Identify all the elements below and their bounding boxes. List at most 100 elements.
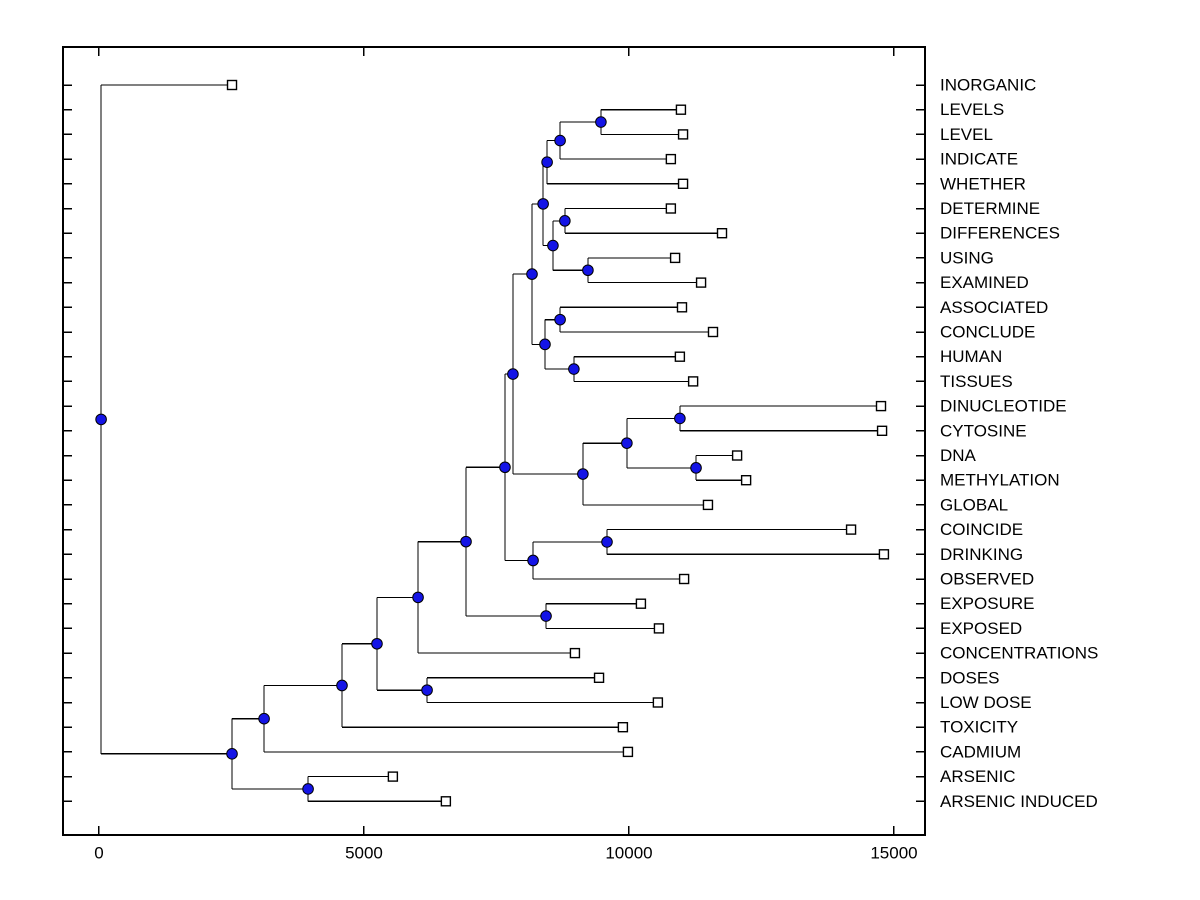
merge-node [601, 536, 613, 548]
leaf-label: USING [940, 248, 994, 267]
merge-node [568, 363, 580, 375]
merge-node [258, 712, 270, 725]
leaf-label: CONCENTRATIONS [940, 644, 1098, 663]
leaf-marker [707, 326, 719, 338]
merge-node [690, 462, 702, 474]
merge-nodes-group [95, 116, 702, 795]
leaf-marker [226, 79, 238, 91]
leaf-marker [635, 598, 647, 609]
leaf-label: WHETHER [940, 174, 1026, 193]
leaf-label: INDICATE [940, 150, 1018, 169]
leaf-marker [669, 252, 681, 264]
leaf-marker [716, 227, 728, 239]
leaf-marker [677, 129, 689, 140]
merge-node [577, 468, 589, 480]
axis-ticks-group [63, 47, 925, 835]
leaf-marker [875, 400, 887, 412]
leaf-label: GLOBAL [940, 495, 1008, 514]
leaf-label: CADMIUM [940, 742, 1021, 761]
leaf-label: COINCIDE [940, 520, 1023, 539]
leaf-label: LOW DOSE [940, 693, 1032, 712]
leaf-label: LEVEL [940, 125, 993, 144]
leaf-marker [687, 376, 699, 387]
x-tick-label: 0 [94, 844, 103, 863]
merge-node [554, 134, 566, 147]
merge-node [621, 437, 633, 449]
merge-node [421, 684, 433, 696]
leaf-marker [652, 697, 664, 708]
merge-node [302, 783, 314, 795]
leaf-label: OBSERVED [940, 570, 1034, 589]
merge-node [547, 239, 559, 252]
leaf-label: EXPOSURE [940, 594, 1034, 613]
leaf-label: EXAMINED [940, 273, 1029, 292]
leaf-label: INORGANIC [940, 76, 1036, 95]
merge-node [554, 313, 566, 326]
leaf-marker [695, 277, 707, 288]
leaf-label: DIFFERENCES [940, 224, 1060, 243]
leaf-markers-group [226, 79, 890, 807]
leaf-label: ASSOCIATED [940, 298, 1048, 317]
leaf-label: CYTOSINE [940, 421, 1027, 440]
merge-node [412, 591, 424, 604]
leaf-label: TISSUES [940, 372, 1013, 391]
leaf-label: HUMAN [940, 347, 1002, 366]
leaf-label: DINUCLEOTIDE [940, 397, 1067, 416]
leaf-marker [593, 672, 605, 683]
leaf-label: DRINKING [940, 545, 1023, 564]
merge-node [537, 198, 549, 210]
leaf-label: METHYLATION [940, 471, 1060, 490]
leaf-marker [678, 573, 690, 585]
leaf-marker [617, 722, 629, 733]
leaf-marker [677, 178, 689, 190]
leaf-label: CONCLUDE [940, 323, 1035, 342]
merge-node [226, 748, 238, 760]
leaf-marker [878, 549, 890, 560]
merge-node [527, 554, 539, 567]
merge-node [582, 264, 594, 277]
merge-node [674, 412, 686, 425]
leaf-marker [387, 771, 399, 782]
leaf-label: TOXICITY [940, 718, 1018, 737]
merge-node [95, 413, 107, 426]
leaf-marker [665, 153, 677, 165]
leaf-label: DETERMINE [940, 199, 1040, 218]
leaf-marker [740, 475, 752, 486]
merge-node [499, 461, 511, 474]
leaf-marker [676, 302, 688, 313]
merge-node [460, 535, 472, 548]
leaf-marker [702, 499, 714, 511]
tree-edges-group [100, 84, 884, 802]
leaf-marker [653, 623, 665, 634]
leaf-label: ARSENIC INDUCED [940, 792, 1098, 811]
plot-border [62, 46, 926, 836]
leaf-marker [876, 425, 888, 436]
leaf-marker [569, 647, 581, 659]
leaf-label: LEVELS [940, 100, 1004, 119]
leaf-labels-group: INORGANIC LEVELS LEVEL INDICATE WHETHER DETER… [940, 76, 1098, 811]
leaf-marker [665, 203, 677, 214]
merge-node [540, 610, 552, 622]
x-tick-label: 10000 [605, 844, 652, 863]
leaf-label: DNA [940, 446, 977, 465]
merge-node [541, 156, 553, 168]
merge-node [336, 679, 348, 692]
leaf-label: EXPOSED [940, 619, 1022, 638]
leaf-marker [675, 104, 687, 115]
leaf-marker [440, 796, 452, 807]
merge-node [371, 637, 383, 650]
x-tick-label: 5000 [345, 844, 383, 863]
leaf-label: DOSES [940, 668, 1000, 687]
merge-node [595, 116, 607, 128]
merge-node [559, 215, 571, 227]
x-tick-label: 15000 [870, 844, 917, 863]
leaf-label: ARSENIC [940, 767, 1016, 786]
leaf-marker [674, 351, 686, 362]
plot-border-group [62, 46, 926, 836]
merge-node [507, 368, 519, 380]
merge-node [526, 268, 538, 280]
leaf-marker [845, 524, 857, 535]
leaf-marker [731, 450, 743, 461]
